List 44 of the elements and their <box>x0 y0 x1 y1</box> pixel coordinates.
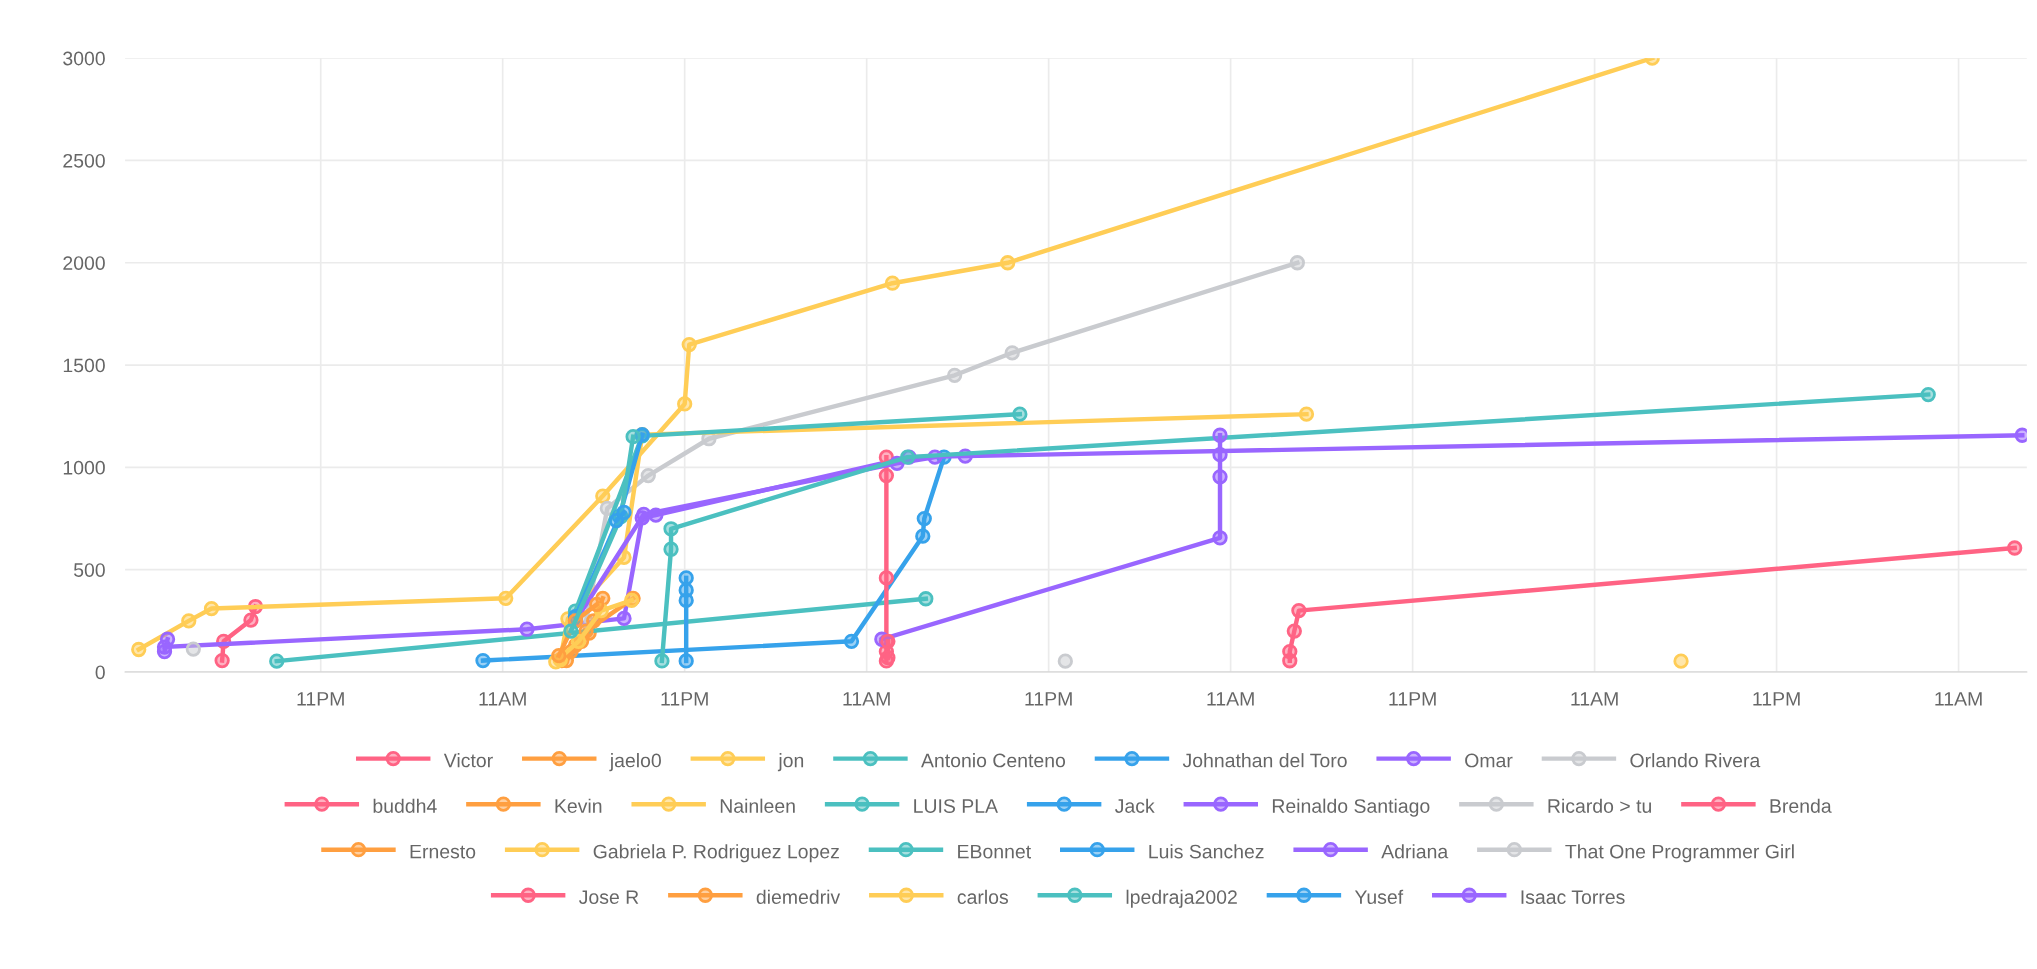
legend-label: buddh4 <box>373 798 437 813</box>
y-tick-label: 2000 <box>63 256 105 270</box>
y-tick-label: 2500 <box>63 153 105 168</box>
legend-label: Kevin <box>555 798 602 813</box>
legend-label: lpedraja2002 <box>1126 889 1237 908</box>
legend-label: Yusef <box>1354 889 1404 904</box>
legend-label: Jose R <box>579 890 639 904</box>
legend-label: Isaac Torres <box>1521 890 1625 904</box>
x-tick-label: 11PM <box>1753 692 1800 706</box>
x-tick-label: 11AM <box>479 692 526 706</box>
legend-label: Ricardo > tu <box>1548 798 1651 813</box>
legend-label: Victor <box>443 753 493 768</box>
x-tick-label: 11AM <box>1571 692 1618 706</box>
legend-label: Ernesto <box>410 844 476 859</box>
y-tick-label: 1500 <box>63 358 105 373</box>
legend-label: jon <box>777 753 804 772</box>
y-tick-label: 3000 <box>63 51 105 66</box>
legend-label: Brenda <box>1770 798 1832 813</box>
legend-label: carlos <box>957 889 1009 904</box>
legend-label: Omar <box>1465 753 1513 768</box>
y-tick-label: 500 <box>73 563 105 577</box>
legend-label: That One Programmer Girl <box>1565 844 1794 863</box>
x-tick-label: 11AM <box>1935 692 1982 706</box>
legend-label: EBonnet <box>958 844 1031 859</box>
x-tick-label: 11AM <box>843 692 890 706</box>
legend-label: Orlando Rivera <box>1630 753 1761 768</box>
y-tick-label: 1000 <box>63 460 105 475</box>
legend-label: LUIS PLA <box>914 799 998 813</box>
x-tick-label: 11PM <box>1025 692 1072 706</box>
x-tick-label: 11PM <box>297 692 344 706</box>
x-tick-label: 11PM <box>661 692 708 706</box>
legend-label: diemedriv <box>756 889 841 904</box>
legend-label: Antonio Centeno <box>921 753 1066 768</box>
legend-label: Reinaldo Santiago <box>1272 798 1430 817</box>
y-tick-label: 0 <box>95 665 105 680</box>
x-tick-label: 11AM <box>1207 692 1254 706</box>
legend-label: Adriana <box>1381 844 1449 859</box>
legend-label: jaelo0 <box>609 753 661 772</box>
legend-label: Nainleen <box>720 798 795 813</box>
legend-label: Jack <box>1115 798 1155 813</box>
legend-label: Luis Sanchez <box>1149 844 1264 859</box>
x-tick-label: 11PM <box>1389 692 1436 706</box>
legend-label: Gabriela P. Rodriguez Lopez <box>593 844 839 863</box>
legend-label: Johnathan del Toro <box>1182 753 1347 768</box>
